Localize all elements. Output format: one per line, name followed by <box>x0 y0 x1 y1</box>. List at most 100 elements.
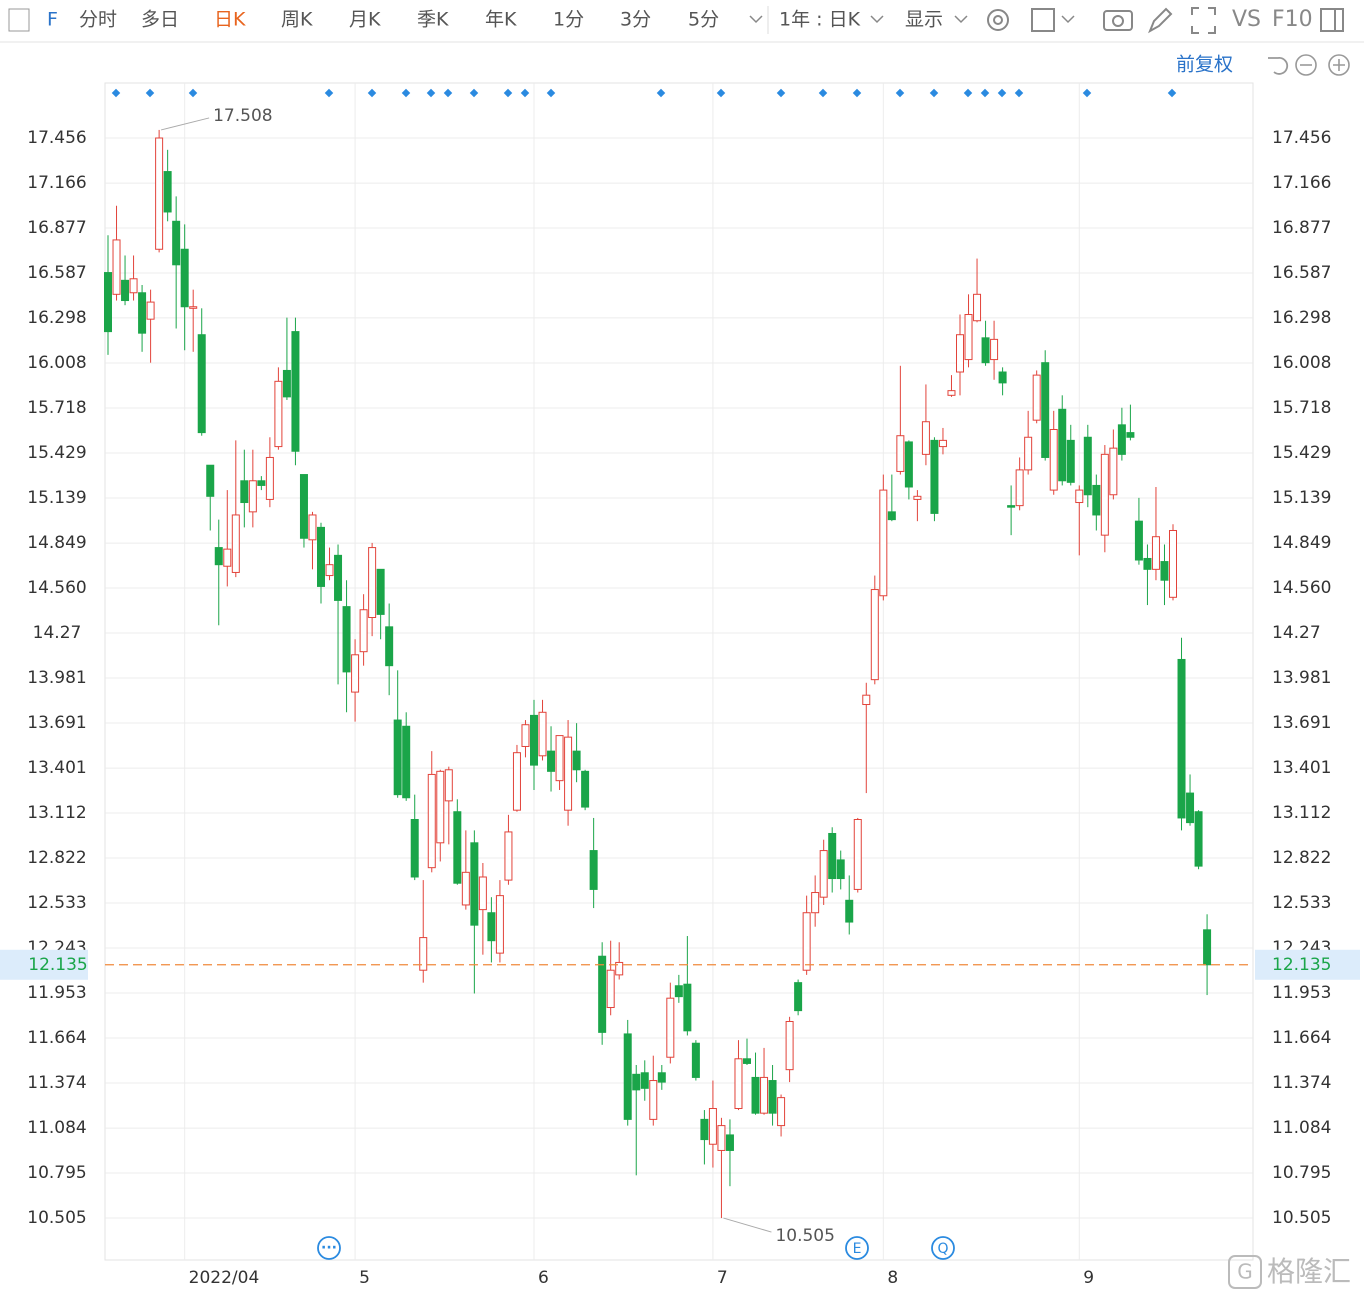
y-tick-label: 15.139 <box>1272 488 1331 508</box>
candle-body <box>1109 447 1118 496</box>
y-tick-label: 14.27 <box>33 623 82 643</box>
event-flag[interactable] <box>503 88 513 98</box>
candle-body <box>657 1072 666 1083</box>
candle-body <box>393 719 402 796</box>
candle-body <box>180 248 189 308</box>
event-flag[interactable] <box>1014 88 1024 98</box>
event-flag[interactable] <box>401 88 411 98</box>
panel-icon[interactable] <box>1320 8 1344 32</box>
candle-body <box>828 832 837 880</box>
x-tick-label: 5 <box>359 1268 370 1288</box>
candle-body <box>1186 792 1195 824</box>
draw-rect-icon[interactable] <box>1031 8 1055 32</box>
candle-body <box>206 464 215 497</box>
candle-body <box>811 892 820 914</box>
event-flag[interactable] <box>776 88 786 98</box>
y-tick-label: 13.112 <box>27 803 86 823</box>
event-flag[interactable] <box>818 88 828 98</box>
pen-icon[interactable] <box>1148 7 1173 34</box>
reset-icon[interactable] <box>1268 57 1289 75</box>
event-flag[interactable] <box>1082 88 1092 98</box>
menu-icon[interactable] <box>8 8 30 32</box>
y-tick-label: 16.877 <box>27 218 86 238</box>
event-flag[interactable] <box>367 88 377 98</box>
event-flag[interactable] <box>716 88 726 98</box>
zoom-in-plus <box>1333 59 1345 71</box>
tab[interactable]: 季K <box>417 9 449 31</box>
event-flag[interactable] <box>852 88 862 98</box>
candle-body <box>512 752 521 811</box>
event-flag[interactable] <box>443 88 453 98</box>
zoom-out-icon[interactable] <box>1295 54 1317 76</box>
event-flag[interactable] <box>145 88 155 98</box>
symbol[interactable]: F <box>47 9 58 31</box>
event-flag[interactable] <box>469 88 479 98</box>
event-flag[interactable] <box>546 88 556 98</box>
display-select[interactable]: 显示 <box>905 9 943 31</box>
candle-body <box>725 1134 734 1151</box>
tab[interactable]: 年K <box>485 9 517 31</box>
range-select[interactable]: 1年 : 日K <box>779 9 861 31</box>
chevron[interactable] <box>1061 15 1075 24</box>
tab[interactable]: 5分 <box>688 9 719 31</box>
event-flag[interactable] <box>895 88 905 98</box>
last-price-label: 12.135 <box>28 955 87 975</box>
y-tick-label: 13.401 <box>27 758 86 778</box>
chevron[interactable] <box>749 15 763 24</box>
settings-icon[interactable] <box>987 9 1009 31</box>
event-label: Q <box>937 1241 948 1257</box>
candle-body <box>325 564 334 577</box>
candle-body <box>129 278 138 294</box>
event-flag[interactable] <box>324 88 334 98</box>
event-flag[interactable] <box>997 88 1007 98</box>
candle-body <box>487 912 496 942</box>
candle-body <box>299 474 308 539</box>
candle-body <box>478 876 487 911</box>
zoom-in-icon[interactable] <box>1328 54 1350 76</box>
event-flag[interactable] <box>656 88 666 98</box>
candle-body <box>1007 505 1016 508</box>
chevron[interactable] <box>870 15 884 24</box>
y-tick-label: 14.27 <box>1272 623 1321 643</box>
event-flag[interactable] <box>520 88 530 98</box>
adjust-button[interactable]: 前复权 <box>1176 54 1233 76</box>
y-tick-label: 12.533 <box>27 893 86 913</box>
candle-body <box>265 456 274 500</box>
tab[interactable]: 周K <box>281 9 313 31</box>
event-icon[interactable] <box>845 1236 869 1260</box>
event-flag[interactable] <box>980 88 990 98</box>
tab[interactable]: 分时 <box>79 9 117 31</box>
x-tick-label: 8 <box>887 1268 898 1288</box>
y-tick-label: 15.718 <box>1272 398 1331 418</box>
tab[interactable]: 月K <box>349 9 381 31</box>
tab[interactable]: 3分 <box>620 9 651 31</box>
y-tick-label: 12.533 <box>1272 893 1331 913</box>
event-icon[interactable] <box>317 1236 341 1260</box>
event-flag[interactable] <box>111 88 121 98</box>
vs-button[interactable]: VS <box>1232 7 1261 32</box>
candle-body <box>1024 436 1033 471</box>
event-flag[interactable] <box>1167 88 1177 98</box>
candle-body <box>990 338 999 361</box>
tab[interactable]: 多日 <box>141 9 179 31</box>
event-flag[interactable] <box>426 88 436 98</box>
tab[interactable]: 日K <box>214 9 246 31</box>
event-flag[interactable] <box>963 88 973 98</box>
candle-body <box>112 239 121 295</box>
camera-icon[interactable] <box>1103 10 1133 31</box>
candle-body <box>1177 658 1186 819</box>
tab[interactable]: 1分 <box>553 9 584 31</box>
chevron[interactable] <box>954 15 968 24</box>
fullscreen-icon[interactable] <box>1191 7 1216 34</box>
y-tick-label: 15.139 <box>27 488 86 508</box>
y-tick-label: 14.849 <box>27 533 86 553</box>
candle-body <box>419 937 428 971</box>
candle-body <box>896 435 905 472</box>
event-flag[interactable] <box>929 88 939 98</box>
event-flag[interactable] <box>188 88 198 98</box>
event-icon[interactable] <box>931 1236 955 1260</box>
candle-body <box>581 770 590 808</box>
f10-button[interactable]: F10 <box>1272 7 1313 32</box>
candle-body <box>317 526 325 587</box>
